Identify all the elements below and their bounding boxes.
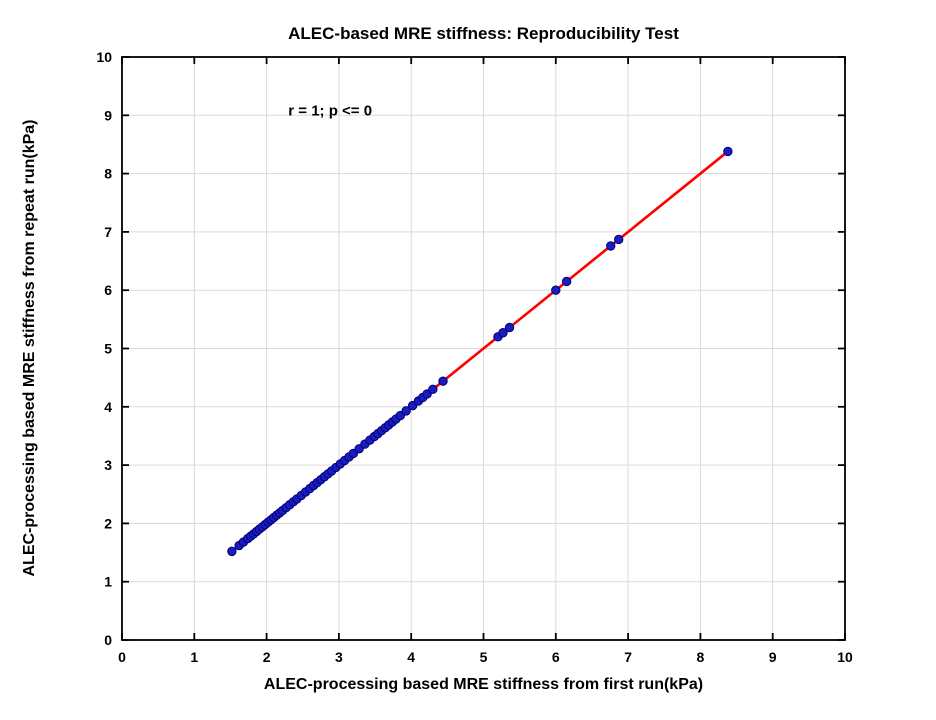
y-tick-label: 8 [104,166,112,182]
x-tick-label: 0 [118,649,126,665]
x-tick-label: 6 [552,649,560,665]
y-tick-label: 5 [104,341,112,357]
y-tick-label: 0 [104,632,112,648]
y-tick-label: 3 [104,457,112,473]
y-tick-label: 4 [104,399,112,415]
x-tick-label: 2 [263,649,271,665]
x-axis-label: ALEC-processing based MRE stiffness from… [263,676,704,693]
data-point [227,546,237,557]
y-tick-label: 10 [96,49,112,65]
y-axis-label: ALEC-processing based MRE stiffness from… [21,119,38,577]
data-point [606,241,616,251]
x-tick-label: 9 [769,649,777,665]
y-tick-label: 9 [104,107,112,123]
chart-title: ALEC-based MRE stiffness: Reproducibilit… [288,24,679,43]
data-point [551,285,561,295]
data-point [723,146,733,157]
data-point [401,406,411,416]
data-point [498,328,508,338]
y-tick-label: 6 [104,282,112,298]
data-point [438,376,448,386]
x-tick-label: 3 [335,649,343,665]
y-tick-label: 7 [104,224,112,240]
y-tick-label: 2 [104,515,112,531]
correlation-annotation: r = 1; p <= 0 [288,102,373,120]
x-tick-label: 1 [190,649,198,665]
data-point [504,322,515,333]
x-tick-label: 4 [407,649,415,665]
x-tick-label: 5 [480,649,488,665]
data-point [428,384,438,395]
x-tick-label: 8 [697,649,705,665]
x-tick-label: 7 [624,649,632,665]
x-tick-label: 10 [837,649,853,665]
data-point [614,234,624,245]
y-tick-label: 1 [104,574,112,590]
data-point [561,276,572,287]
